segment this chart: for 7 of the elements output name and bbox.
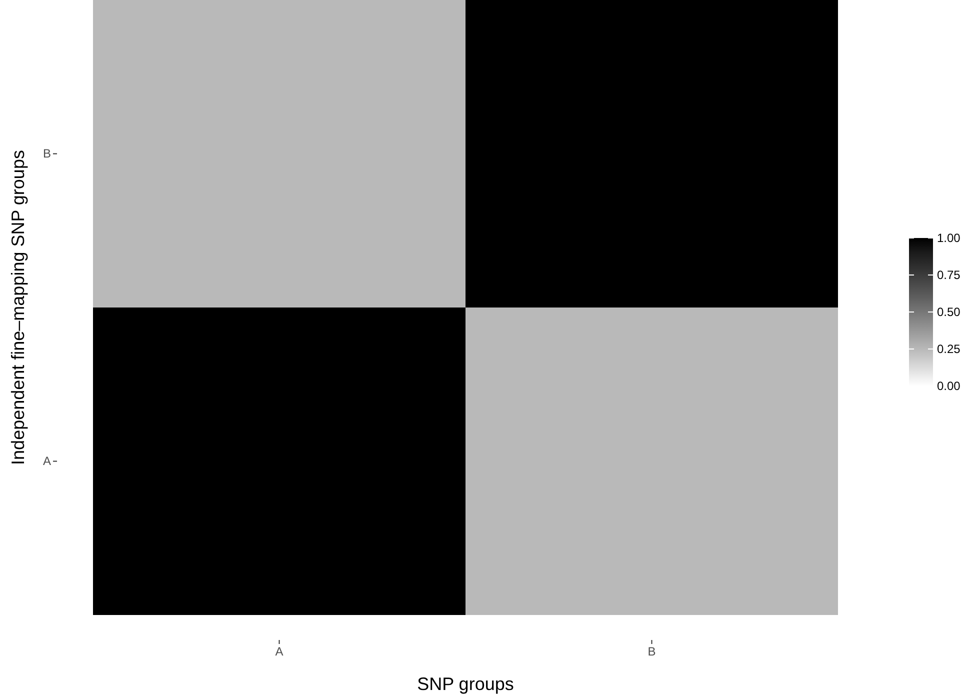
color-bar-label: 1.00	[937, 230, 961, 245]
y-axis-title: Independent fine–mapping SNP groups	[8, 150, 28, 465]
color-bar-label: 0.25	[937, 342, 961, 356]
color-bar-label: 0.50	[937, 304, 961, 319]
color-bar-label: 0.75	[937, 268, 961, 282]
x-axis-title: SNP groups	[417, 674, 514, 694]
color-bar-label: 0.00	[937, 378, 961, 393]
